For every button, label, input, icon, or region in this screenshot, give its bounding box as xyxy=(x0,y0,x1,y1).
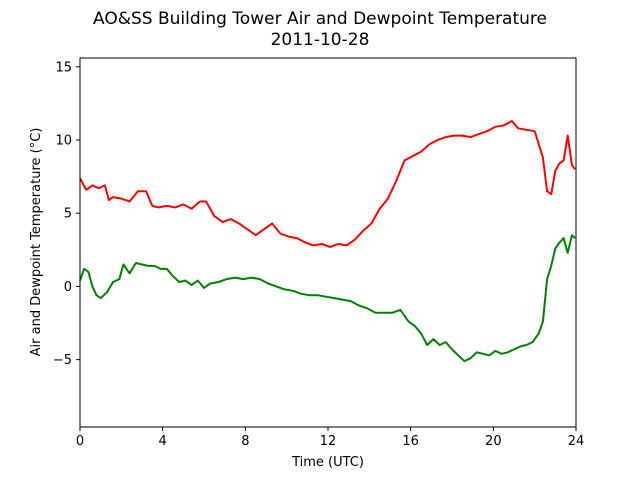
plot-frame xyxy=(79,57,577,428)
y-tick-label: 5 xyxy=(64,207,72,222)
y-tick-label: 0 xyxy=(64,280,72,295)
y-axis-label: Air and Dewpoint Temperature (°C) xyxy=(29,128,44,357)
chart-subtitle: 2011-10-28 xyxy=(271,30,370,50)
x-tick-label: 0 xyxy=(76,434,84,449)
y-tick-label: 10 xyxy=(55,134,72,149)
series-line-1 xyxy=(79,120,576,248)
y-tick-label: −5 xyxy=(53,353,72,368)
x-tick-label: 4 xyxy=(159,434,167,449)
chart-title: AO&SS Building Tower Air and Dewpoint Te… xyxy=(93,9,547,29)
x-tick-label: 16 xyxy=(402,434,419,449)
ticks-layer: 0 4 8 12 16 20 24 −5 0 5 10 15 xyxy=(53,60,584,449)
x-tick-label: 24 xyxy=(568,434,585,449)
x-tick-label: 8 xyxy=(241,434,249,449)
x-axis-label: Time (UTC) xyxy=(291,455,364,470)
x-tick-label: 20 xyxy=(485,434,502,449)
series-line-2 xyxy=(79,234,576,363)
x-tick-label: 12 xyxy=(320,434,337,449)
y-tick-label: 15 xyxy=(55,60,72,75)
series-layer xyxy=(79,120,576,363)
